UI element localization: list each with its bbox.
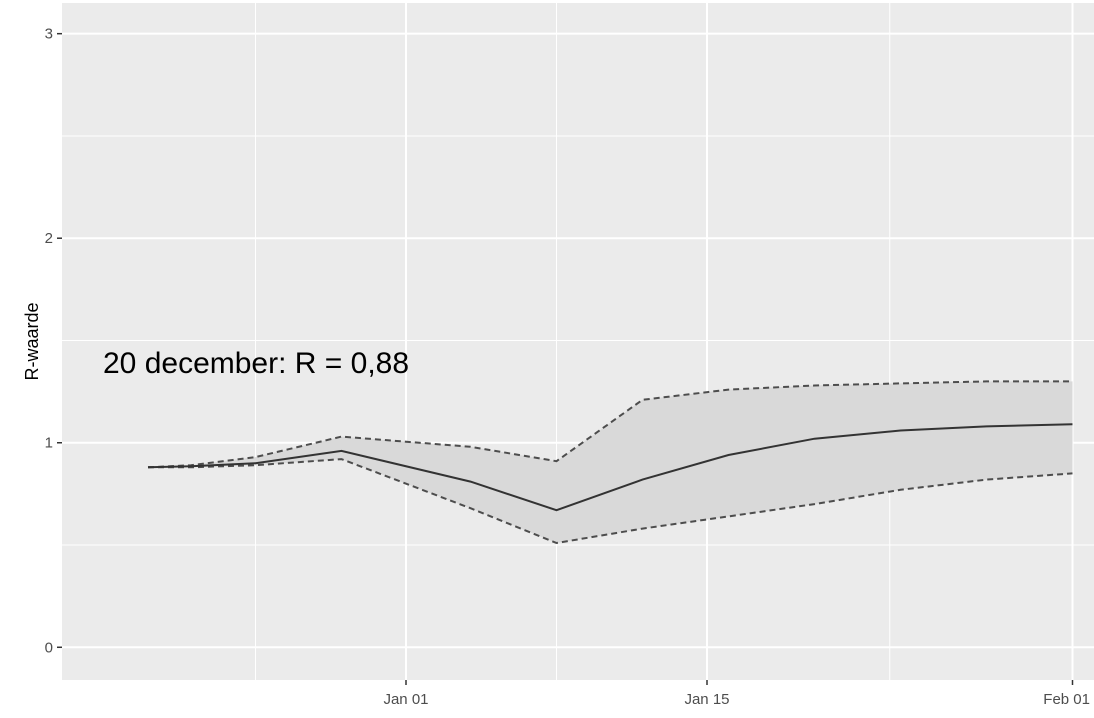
y-tick-label: 0 (45, 639, 53, 656)
y-tick-label: 2 (45, 230, 53, 247)
y-tick-label: 3 (45, 26, 53, 43)
y-tick-label: 1 (45, 435, 53, 452)
major-gridlines (62, 3, 1094, 680)
y-axis-title: R-waarde (22, 302, 42, 380)
x-tick-label: Jan 15 (684, 691, 729, 708)
r-estimate-line (147, 423, 1073, 512)
y-axis-ticks: 0 1 2 3 (45, 26, 62, 656)
confidence-band (148, 381, 1073, 543)
x-axis-ticks: Jan 01 Jan 15 Feb 01 (383, 680, 1090, 708)
x-tick-label: Feb 01 (1043, 691, 1090, 708)
x-tick-label: Jan 01 (383, 691, 428, 708)
plot-panel (62, 3, 1094, 680)
upper-bound-line (147, 380, 1073, 469)
annotation-text: 20 december: R = 0,88 (103, 347, 409, 380)
minor-gridlines (62, 3, 1094, 680)
